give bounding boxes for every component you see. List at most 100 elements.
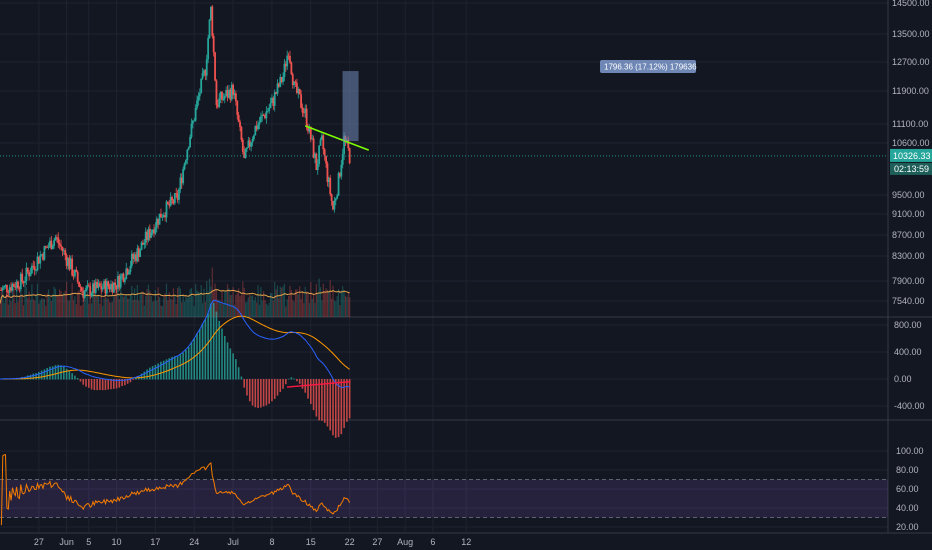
candle-body <box>250 142 253 147</box>
candle-body <box>46 247 49 248</box>
volume-bar <box>311 298 313 317</box>
volume-bar <box>97 294 100 317</box>
macd-histogram-bar <box>132 379 134 380</box>
candle-body <box>99 283 101 287</box>
candle-body <box>264 115 266 119</box>
candle-body <box>130 253 133 267</box>
volume-bar <box>125 294 127 317</box>
candle-body <box>101 288 104 290</box>
volume-bar <box>74 296 76 317</box>
macd-histogram-bar <box>176 355 179 380</box>
candle-body <box>258 122 261 125</box>
candle-body <box>79 286 82 288</box>
measure-label-text: 1796.36 (17.12%) 179636 <box>604 63 697 72</box>
candle-body <box>74 269 76 277</box>
candle-body <box>171 197 173 201</box>
candle-body <box>31 265 33 274</box>
volume-bar <box>306 291 308 317</box>
candle-body <box>78 281 80 287</box>
candle-body <box>29 273 32 277</box>
volume-bar <box>61 294 64 317</box>
date-axis-label: 10 <box>112 537 122 547</box>
volume-bar <box>210 286 212 317</box>
volume-bar <box>131 285 133 317</box>
candle-body <box>25 267 28 282</box>
candle-body <box>128 271 130 275</box>
macd-histogram-bar <box>171 356 173 380</box>
candle-body <box>17 281 19 289</box>
candle-body <box>69 258 72 270</box>
candle-body <box>100 286 103 290</box>
macd-histogram-bar <box>254 379 257 408</box>
macd-histogram-bar <box>129 379 132 383</box>
candle-body <box>236 101 239 115</box>
macd-histogram-bar <box>40 370 43 380</box>
candle-body <box>18 288 21 290</box>
volume-bar <box>310 282 312 317</box>
volume-bar <box>140 293 143 317</box>
candle-body <box>7 292 10 293</box>
rsi-pane[interactable] <box>0 454 888 526</box>
candle-body <box>275 92 278 94</box>
volume-bar <box>297 294 299 317</box>
macd-histogram-bar <box>115 379 118 389</box>
macd-histogram-bar <box>63 366 65 380</box>
volume-bar <box>68 300 70 317</box>
volume-bar <box>343 290 345 317</box>
date-axis-label: Aug <box>397 537 413 547</box>
candle-body <box>93 283 96 293</box>
macd-histogram-bar <box>157 363 159 380</box>
candle-body <box>11 284 14 291</box>
price-pane[interactable] <box>0 5 888 317</box>
volume-bar <box>276 285 279 317</box>
volume-bar <box>38 303 40 317</box>
price-axis-label: 13500.00 <box>892 29 930 39</box>
candle-body <box>325 156 327 164</box>
candle-body <box>173 193 176 204</box>
date-axis-label: 17 <box>150 537 160 547</box>
volume-bar <box>328 290 330 317</box>
candle-body <box>61 246 64 252</box>
candle-body <box>304 108 307 113</box>
candle-body <box>24 281 26 283</box>
candle-body <box>32 265 35 267</box>
candle-body <box>312 138 315 158</box>
volume-bar <box>0 303 1 317</box>
volume-bar <box>142 291 144 317</box>
candle-body <box>330 194 333 201</box>
macd-histogram-bar <box>43 369 46 380</box>
volume-bar <box>208 278 211 317</box>
volume-bar <box>113 295 115 317</box>
measure-tool[interactable]: 1796.36 (17.12%) 179636 <box>600 60 697 73</box>
volume-bar <box>196 290 198 317</box>
candle-body <box>319 139 322 146</box>
rsi-line <box>0 454 351 526</box>
candle-body <box>226 90 229 98</box>
candle-body <box>87 285 90 287</box>
macd-histogram-bar <box>296 379 298 382</box>
volume-bar <box>222 303 224 317</box>
macd-histogram-bar <box>282 379 284 389</box>
volume-bar <box>235 294 237 317</box>
volume-bar <box>36 283 39 317</box>
volume-bar <box>129 294 132 317</box>
macd-histogram-bar <box>337 379 340 438</box>
macd-histogram-bar <box>90 379 93 390</box>
volume-bar <box>110 302 112 317</box>
candle-body <box>115 285 118 289</box>
volume-bar <box>103 298 105 317</box>
macd-pane[interactable] <box>0 299 351 438</box>
macd-histogram-bar <box>199 328 201 380</box>
volume-bar <box>265 303 267 317</box>
volume-bar <box>301 291 304 317</box>
candle-body <box>57 237 60 244</box>
volume-bar <box>286 299 288 317</box>
macd-histogram-bar <box>121 379 123 387</box>
macd-histogram-bar <box>79 379 82 382</box>
volume-bar <box>207 291 209 317</box>
candle-body <box>146 231 148 241</box>
volume-bar <box>52 294 54 317</box>
volume-bar <box>109 302 111 317</box>
macd-axis-label: 0.00 <box>894 374 912 384</box>
